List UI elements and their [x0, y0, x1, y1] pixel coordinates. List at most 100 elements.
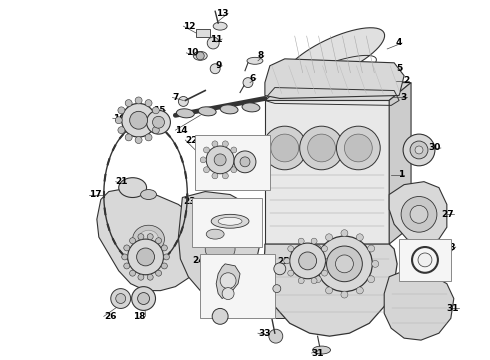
Circle shape — [115, 117, 122, 124]
Bar — [196, 29, 210, 37]
Circle shape — [271, 134, 299, 162]
Circle shape — [288, 246, 294, 252]
Circle shape — [272, 294, 282, 303]
Circle shape — [341, 230, 348, 237]
Circle shape — [222, 288, 234, 300]
Circle shape — [210, 64, 220, 74]
Text: 7: 7 — [172, 93, 179, 102]
Circle shape — [206, 146, 234, 174]
Circle shape — [401, 197, 437, 232]
Circle shape — [155, 117, 162, 124]
Circle shape — [129, 270, 136, 276]
Circle shape — [311, 278, 317, 284]
Text: 4: 4 — [396, 39, 402, 48]
Circle shape — [298, 278, 304, 284]
Polygon shape — [97, 188, 200, 291]
Text: 2: 2 — [403, 76, 409, 85]
Circle shape — [325, 258, 332, 264]
Circle shape — [214, 154, 226, 166]
Ellipse shape — [119, 178, 147, 198]
Circle shape — [122, 103, 155, 137]
Text: 24: 24 — [192, 256, 205, 265]
Ellipse shape — [133, 225, 165, 253]
Circle shape — [403, 134, 435, 166]
Circle shape — [341, 291, 348, 298]
Circle shape — [111, 289, 131, 309]
Circle shape — [326, 246, 362, 282]
Ellipse shape — [213, 22, 227, 30]
Circle shape — [203, 167, 209, 173]
Circle shape — [145, 100, 152, 107]
Circle shape — [147, 111, 171, 134]
Circle shape — [212, 173, 218, 179]
Circle shape — [196, 52, 204, 60]
Circle shape — [207, 37, 219, 49]
Circle shape — [161, 245, 168, 251]
Bar — [399, 239, 451, 281]
Circle shape — [135, 136, 142, 144]
Circle shape — [344, 134, 372, 162]
Circle shape — [125, 134, 132, 141]
Polygon shape — [389, 182, 447, 244]
Circle shape — [234, 157, 240, 163]
Circle shape — [124, 263, 130, 269]
Ellipse shape — [242, 103, 260, 112]
Circle shape — [200, 157, 206, 163]
Text: 18: 18 — [133, 312, 146, 321]
Circle shape — [178, 96, 188, 106]
Circle shape — [161, 263, 168, 269]
Circle shape — [147, 274, 153, 280]
Ellipse shape — [220, 105, 238, 114]
Circle shape — [138, 293, 149, 305]
Circle shape — [164, 254, 170, 260]
Ellipse shape — [198, 107, 216, 116]
Circle shape — [129, 238, 136, 244]
Circle shape — [356, 287, 363, 294]
Circle shape — [128, 239, 164, 275]
Text: 33: 33 — [258, 329, 270, 338]
Polygon shape — [265, 59, 404, 98]
Ellipse shape — [211, 214, 249, 228]
Circle shape — [410, 141, 428, 159]
Circle shape — [135, 97, 142, 104]
Circle shape — [156, 238, 162, 244]
Circle shape — [325, 234, 333, 241]
Circle shape — [132, 287, 155, 310]
Bar — [265, 100, 389, 244]
Text: 15: 15 — [153, 106, 166, 115]
Circle shape — [269, 329, 283, 343]
Circle shape — [308, 134, 336, 162]
Ellipse shape — [206, 229, 224, 239]
Circle shape — [337, 126, 380, 170]
Circle shape — [231, 147, 237, 153]
Polygon shape — [384, 271, 454, 340]
Circle shape — [418, 253, 432, 267]
Text: 8: 8 — [258, 51, 264, 60]
Text: 30: 30 — [429, 144, 441, 153]
Circle shape — [317, 236, 372, 292]
Text: 28: 28 — [443, 243, 456, 252]
Ellipse shape — [139, 230, 158, 248]
Text: 20: 20 — [342, 270, 354, 279]
Circle shape — [156, 270, 162, 276]
Text: 6: 6 — [250, 74, 256, 83]
Ellipse shape — [247, 57, 263, 64]
Circle shape — [212, 309, 228, 324]
Circle shape — [300, 126, 343, 170]
Text: 21: 21 — [116, 177, 128, 186]
Bar — [200, 254, 275, 318]
Text: 27: 27 — [441, 210, 454, 219]
Circle shape — [152, 107, 159, 114]
Ellipse shape — [141, 190, 156, 199]
Circle shape — [410, 206, 428, 223]
Text: 29: 29 — [290, 251, 302, 260]
Circle shape — [415, 146, 423, 154]
Circle shape — [243, 78, 253, 87]
Polygon shape — [265, 82, 411, 100]
Circle shape — [290, 243, 325, 279]
Bar — [192, 198, 262, 247]
Circle shape — [314, 276, 321, 283]
Circle shape — [311, 238, 317, 244]
Text: 19: 19 — [216, 312, 228, 321]
Circle shape — [274, 263, 286, 275]
